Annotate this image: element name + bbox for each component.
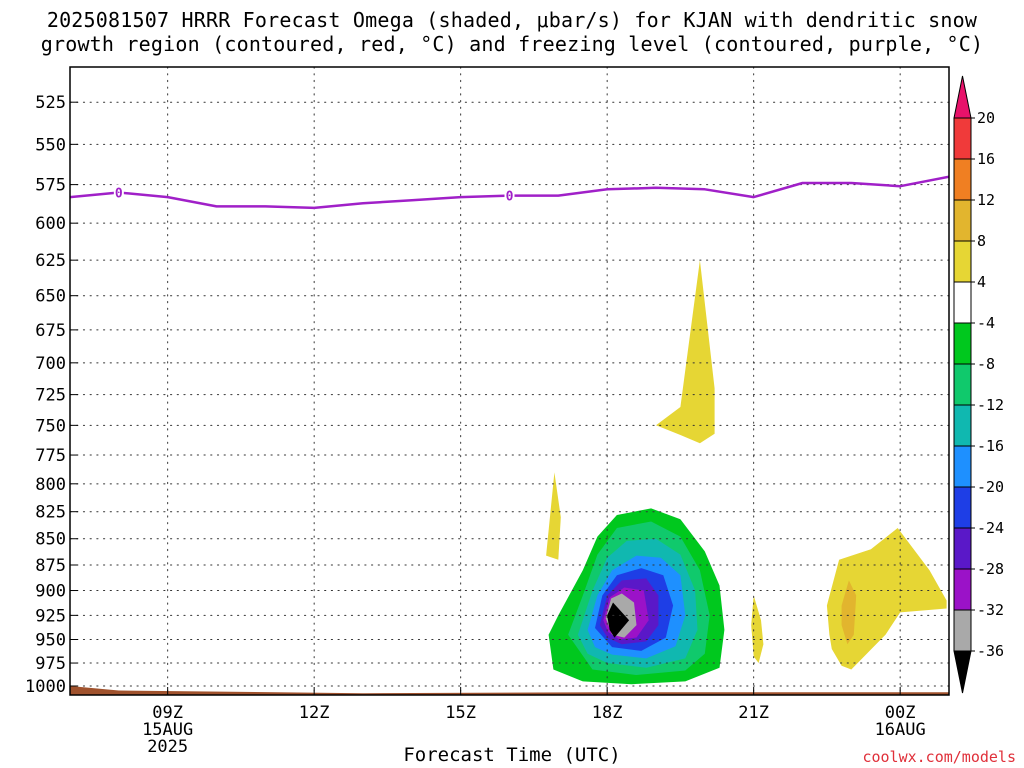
colorbar-label-10: -24 [977, 519, 1004, 537]
colorbar-segment-10 [953, 486, 972, 529]
omega-fill-layer [70, 260, 949, 695]
colorbar-label-4: 4 [977, 273, 986, 291]
colorbar-label-8: -16 [977, 437, 1004, 455]
x-tick-label-9-1: 15AUG [142, 720, 193, 740]
y-tick-label-900: 900 [35, 582, 66, 602]
terrain-band [70, 686, 949, 695]
y-tick-label-575: 575 [35, 176, 66, 196]
colorbar-segment-6 [953, 322, 972, 365]
colorbar-label-11: -28 [977, 560, 1004, 578]
grid-layer [69, 66, 950, 696]
y-tick-label-875: 875 [35, 556, 66, 576]
x-tick-label-9-0: 09Z [152, 703, 183, 723]
y-tick-label-775: 775 [35, 446, 66, 466]
omega-region-2 [751, 595, 764, 663]
title-line-1: 2025081507 HRRR Forecast Omega (shaded, … [46, 8, 978, 32]
omega-region-1 [546, 472, 561, 560]
y-tick-label-525: 525 [35, 93, 66, 113]
y-tick-label-550: 550 [35, 135, 66, 155]
colorbar: 20 16 12 8 4 -4 -8 -12 -16 -20 -24 -28 -32 -36 [953, 75, 1004, 694]
credit-text: coolwx.com/models [862, 748, 1016, 766]
colorbar-label-9: -20 [977, 478, 1004, 496]
colorbar-segment-7 [953, 363, 972, 406]
y-tick-label-650: 650 [35, 287, 66, 307]
x-tick-label-15-0: 15Z [445, 703, 476, 723]
omega-region-13 [607, 602, 630, 638]
freezing-level-label-0: 0 [115, 186, 123, 201]
x-tick-label-18-0: 18Z [592, 703, 623, 723]
colorbar-segment-1 [953, 117, 972, 160]
y-tick-label-925: 925 [35, 606, 66, 626]
colorbar-segment-12 [953, 568, 972, 611]
y-tick-label-975: 975 [35, 654, 66, 674]
title-line-2: growth region (contoured, red, °C) and f… [40, 32, 984, 56]
colorbar-segment-11 [953, 527, 972, 570]
freezing-label-bg-1 [504, 187, 515, 204]
x-axis-label: Forecast Time (UTC) [403, 744, 621, 766]
colorbar-label-0: 20 [977, 109, 995, 127]
colorbar-label-7: -12 [977, 396, 1004, 414]
colorbar-arrow-bottom [953, 650, 972, 694]
colorbar-segment-2 [953, 158, 972, 201]
omega-region-3 [826, 528, 947, 670]
colorbar-label-3: 8 [977, 232, 986, 250]
colorbar-label-13: -36 [977, 642, 1004, 660]
colorbar-label-2: 12 [977, 191, 995, 209]
x-tick-label-21-0: 21Z [738, 703, 769, 723]
colorbar-segment-5 [953, 281, 972, 324]
y-tick-label-725: 725 [35, 386, 66, 406]
y-tick-label-675: 675 [35, 321, 66, 341]
colorbar-label-5: -4 [977, 314, 995, 332]
y-tick-label-750: 750 [35, 416, 66, 436]
omega-region-0 [656, 260, 715, 444]
plot-frame [69, 66, 950, 696]
colorbar-label-6: -8 [977, 355, 995, 373]
y-tick-label-825: 825 [35, 503, 66, 523]
colorbar-label-12: -32 [977, 601, 1004, 619]
y-tick-label-800: 800 [35, 475, 66, 495]
chart-title: 2025081507 HRRR Forecast Omega (shaded, … [0, 8, 1024, 56]
colorbar-segment-4 [953, 240, 972, 283]
y-tick-label-1000: 1000 [25, 677, 66, 697]
colorbar-segment-8 [953, 404, 972, 447]
colorbar-segment-9 [953, 445, 972, 488]
axes-layer: 525 550 575 600 625 650 675 700 725 750 775 800 825 8… [25, 93, 926, 757]
x-tick-label-24-1: 16AUG [875, 720, 926, 740]
y-tick-label-700: 700 [35, 354, 66, 374]
y-tick-label-625: 625 [35, 251, 66, 271]
y-tick-label-850: 850 [35, 530, 66, 550]
x-tick-label-12-0: 12Z [299, 703, 330, 723]
freezing-label-bg-0 [113, 184, 124, 201]
freezing-level-label-1: 0 [506, 190, 514, 205]
colorbar-label-1: 16 [977, 150, 995, 168]
colorbar-segment-13 [953, 609, 972, 652]
colorbar-arrow-top [953, 75, 972, 119]
y-tick-label-950: 950 [35, 631, 66, 651]
omega-region-4 [841, 580, 857, 645]
y-tick-label-600: 600 [35, 214, 66, 234]
colorbar-segment-3 [953, 199, 972, 242]
x-tick-label-24-0: 00Z [885, 703, 916, 723]
x-tick-label-9-2: 2025 [147, 737, 188, 757]
